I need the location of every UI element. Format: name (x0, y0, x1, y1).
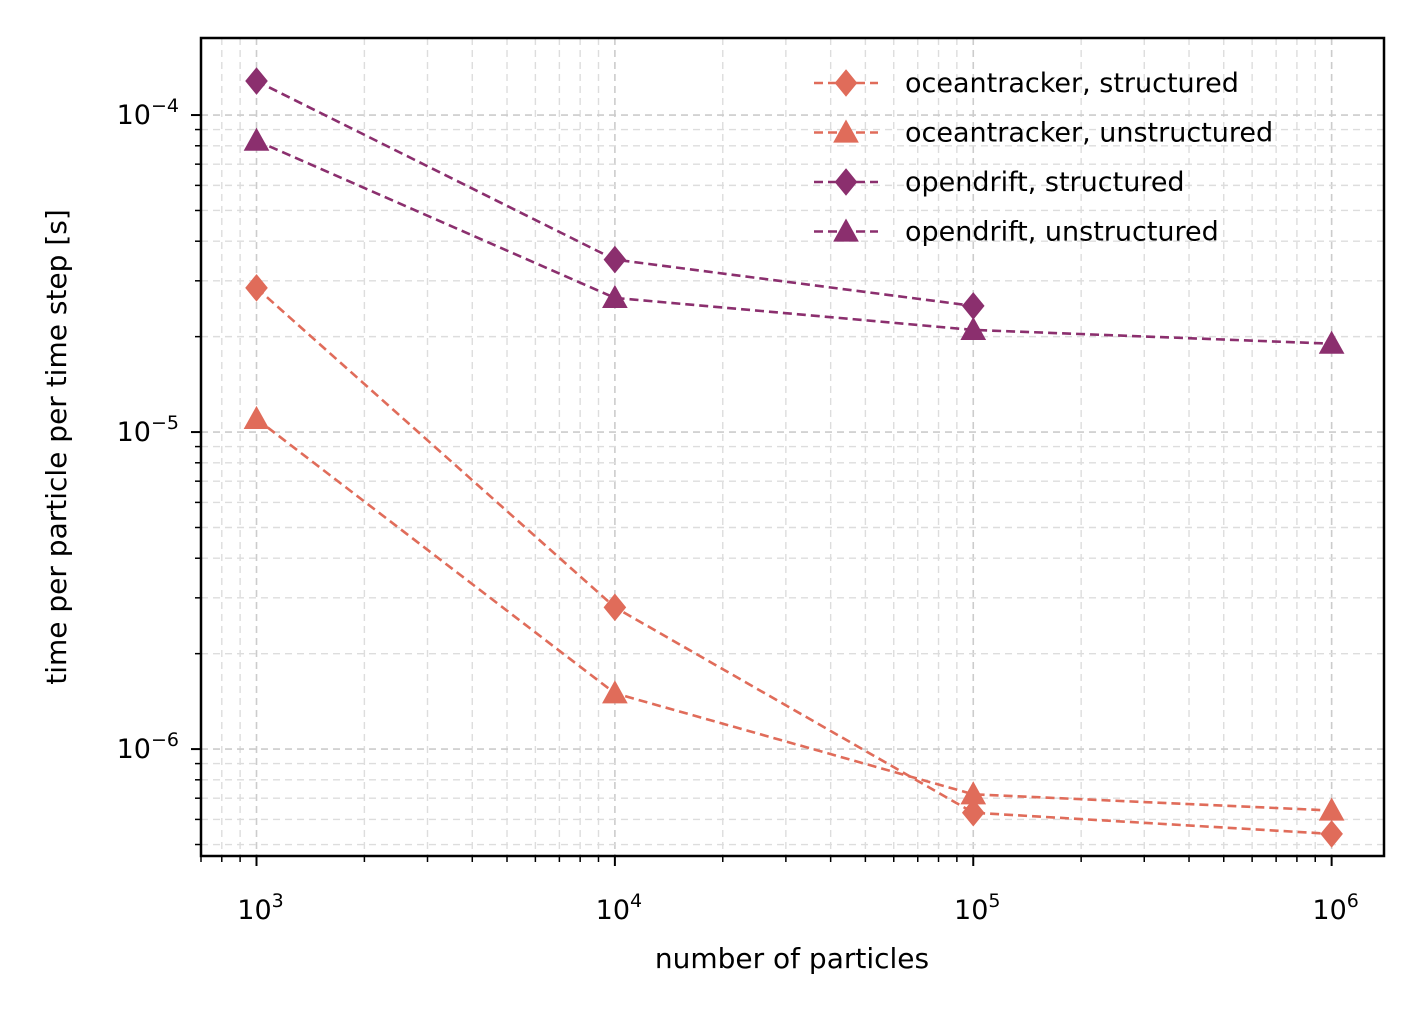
legend-label: oceantracker, structured (905, 68, 1239, 99)
data-point-triangle (602, 680, 628, 704)
data-point-diamond (961, 798, 985, 827)
legend-label: opendrift, structured (905, 167, 1185, 198)
legend-entry: opendrift, structured (814, 167, 1185, 198)
series-line (255, 139, 1332, 345)
legend: oceantracker, structured oceantracker, un… (814, 68, 1273, 248)
data-point-diamond (245, 274, 268, 302)
y-tick-labels: 10−6 10−5 10−4 (117, 95, 179, 765)
legend-entry: oceantracker, structured (814, 68, 1239, 99)
x-tick-label: 103 (237, 890, 283, 926)
legend-label: opendrift, unstructured (905, 217, 1219, 248)
series-opendrift-unstructured (243, 127, 1345, 354)
data-point-triangle (243, 405, 270, 430)
x-tick-label: 106 (1312, 890, 1358, 926)
legend-marker (834, 69, 858, 97)
data-point-triangle (960, 781, 987, 805)
data-point-triangle (1318, 330, 1345, 354)
series-line (255, 417, 1332, 812)
series-lines (243, 67, 1345, 848)
series-opendrift-structured (245, 67, 985, 320)
legend-entry: opendrift, unstructured (814, 217, 1219, 248)
series-oceantracker-unstructured (243, 405, 1345, 821)
data-point-triangle (1318, 797, 1345, 821)
legend-label: oceantracker, unstructured (905, 118, 1273, 149)
x-tick-label: 104 (596, 890, 642, 926)
data-point-diamond (1320, 820, 1343, 848)
data-point-triangle (960, 316, 987, 341)
data-point-diamond (603, 593, 627, 622)
y-tick-label: 10−6 (117, 729, 179, 765)
x-axis-label: number of particles (655, 942, 929, 975)
x-tick-labels: 103 104 105 106 (237, 890, 1359, 926)
plot-frame (199, 36, 1386, 858)
y-axis-label: time per particle per time step [s] (40, 209, 73, 685)
y-tick-label: 10−5 (117, 412, 179, 448)
data-point-triangle (243, 127, 270, 151)
x-tick-label: 105 (954, 890, 1000, 926)
legend-entry: oceantracker, unstructured (814, 118, 1273, 149)
data-point-triangle (602, 284, 628, 308)
grid-lines (200, 38, 1384, 856)
legend-marker (833, 119, 859, 143)
series-line (255, 286, 1332, 836)
legend-marker (833, 218, 859, 242)
legend-marker (834, 168, 858, 196)
data-point-diamond (603, 245, 627, 274)
series-oceantracker-structured (245, 274, 1343, 848)
data-point-diamond (245, 67, 268, 95)
y-tick-label: 10−4 (117, 95, 179, 131)
